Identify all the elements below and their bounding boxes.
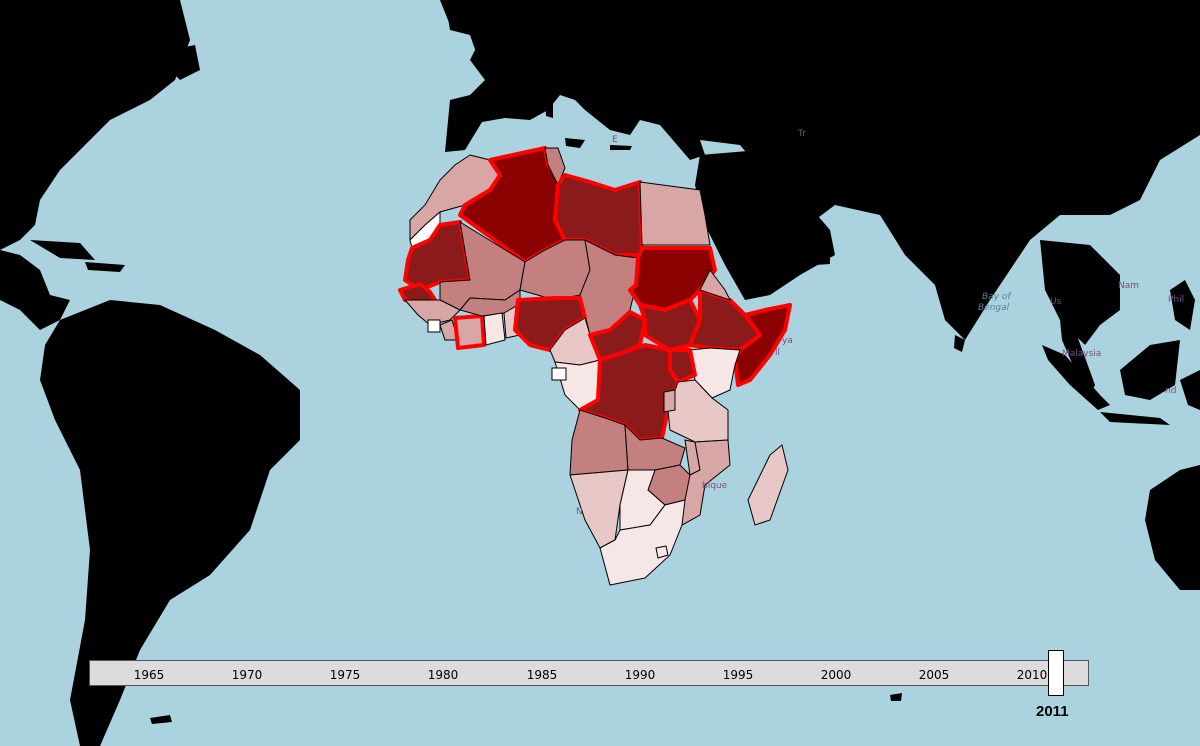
australia-landmass <box>1145 465 1200 590</box>
timeline-tick-1995: 1995 <box>722 668 754 682</box>
malay-peninsula-landmass <box>1060 320 1095 395</box>
country-eritrea[interactable] <box>699 269 731 301</box>
newfoundland-landmass <box>165 45 200 80</box>
sicily-landmass <box>565 138 585 148</box>
timeline-tick-2000: 2000 <box>820 668 852 682</box>
british-isles-landmass <box>445 0 512 60</box>
label-tripoli-fragment: Tr <box>797 129 806 139</box>
timeline-tick-1985: 1985 <box>526 668 558 682</box>
label-malaysia-fragment: Malaysia <box>1062 349 1101 359</box>
selected-year-label: 2011 <box>1036 703 1069 720</box>
label-benghazi-fragment: E <box>612 135 618 145</box>
falklands-landmass <box>150 715 172 724</box>
country-egypt[interactable] <box>639 181 711 246</box>
crete-landmass <box>610 145 632 150</box>
greenland-landmass <box>40 0 120 75</box>
country-lesotho[interactable] <box>655 545 669 559</box>
sumatra-landmass <box>1042 345 1110 410</box>
java-landmass <box>1100 412 1170 425</box>
country-ghana[interactable] <box>483 312 506 346</box>
timeline-tick-1970: 1970 <box>231 668 263 682</box>
label-namibia-fragment: N <box>576 507 583 517</box>
arabia-landmass <box>695 150 835 300</box>
timeline-tick-1990: 1990 <box>624 668 656 682</box>
north-america-landmass <box>0 0 190 250</box>
label-mozambique-fragment: bique <box>702 481 728 491</box>
eurasia-landmass <box>440 0 1200 340</box>
country-south-africa[interactable] <box>599 499 686 586</box>
label-vietnam-fragment: Nam <box>1118 281 1139 291</box>
borneo-landmass <box>1120 340 1180 400</box>
label-philippines-fragment: Phil <box>1168 295 1184 305</box>
country-equatorial-guinea[interactable] <box>551 367 567 381</box>
label-kenya-fragment: ya <box>782 336 793 346</box>
philippines-landmass <box>1170 280 1195 330</box>
socotra-landmass <box>815 258 830 265</box>
label-myanmar-fragment: Us <box>1050 297 1062 307</box>
sulawesi-landmass <box>1180 370 1200 410</box>
hispaniola-landmass <box>85 262 125 272</box>
country-mozambique[interactable] <box>679 439 731 526</box>
basemap-labels: E Tr ya ll bique N Bay of Bengal Us Nam … <box>576 129 1184 517</box>
timeline-tick-2005: 2005 <box>918 668 950 682</box>
cuba-landmass <box>30 240 95 260</box>
timeline-tick-1965: 1965 <box>133 668 165 682</box>
country-guinea[interactable] <box>403 299 461 326</box>
indochina-landmass <box>1040 240 1120 345</box>
central-america-landmass <box>0 250 70 330</box>
label-bay-of-bengal-line1: Bay of <box>982 292 1012 302</box>
sri-lanka-landmass <box>954 335 965 352</box>
country-sierra-leone[interactable] <box>427 319 441 333</box>
sardinia-corsica-landmass <box>545 95 553 118</box>
country-somalia[interactable] <box>733 303 792 387</box>
timeline-tick-1975: 1975 <box>329 668 361 682</box>
label-nairobi-fragment: ll <box>775 348 780 358</box>
label-indonesia-fragment: nd <box>1165 386 1176 396</box>
south-america-landmass <box>40 300 300 746</box>
label-bay-of-bengal-line2: Bengal <box>978 303 1010 313</box>
timeline-tick-1980: 1980 <box>427 668 459 682</box>
south-georgia-landmass <box>890 693 902 701</box>
timeline-tick-2010: 2010 <box>1016 668 1048 682</box>
year-timeline-slider[interactable]: 1965 1970 1975 1980 1985 1990 1995 2000 … <box>89 660 1089 686</box>
country-madagascar[interactable] <box>747 444 789 526</box>
timeline-handle[interactable] <box>1048 650 1064 696</box>
country-cote-divoire[interactable] <box>453 314 486 350</box>
country-tunisia[interactable] <box>544 147 566 187</box>
africa-countries <box>398 146 792 586</box>
country-rwanda-burundi[interactable] <box>663 389 676 413</box>
